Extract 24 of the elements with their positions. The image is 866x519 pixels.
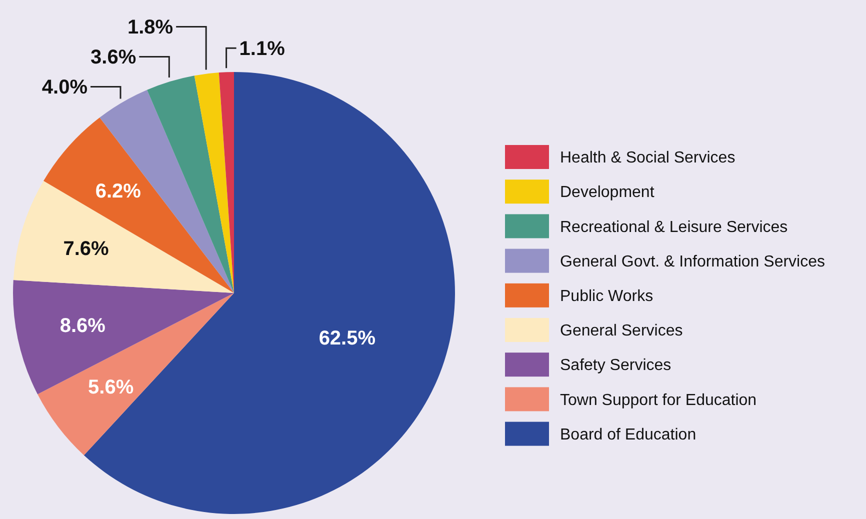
- legend-label: Safety Services: [560, 357, 672, 374]
- pie-slice: [38, 293, 234, 456]
- pie-slice: [13, 180, 234, 293]
- data-label: 62.5%: [318, 327, 376, 350]
- legend-label: Public Works: [560, 288, 654, 305]
- legend-label: Recreational & Leisure Services: [560, 218, 788, 236]
- data-label: 8.6%: [60, 315, 106, 338]
- data-label: 1.8%: [127, 16, 174, 39]
- legend-label: General Govt. & Information Services: [560, 253, 825, 270]
- legend-label: Board of Education: [560, 426, 696, 444]
- pie-slice: [13, 280, 234, 394]
- legend-label: Town Support for Education: [560, 392, 757, 409]
- legend-label: General Services: [560, 322, 683, 340]
- pie-slice: [147, 76, 234, 293]
- data-label: 5.6%: [88, 376, 134, 399]
- pie-slice: [44, 117, 234, 293]
- legend-label: Health & Social Services: [560, 150, 736, 167]
- data-label: 3.6%: [90, 46, 136, 69]
- legend-label: Development: [560, 184, 655, 202]
- data-label: 1.1%: [239, 38, 286, 60]
- data-label: 4.0%: [42, 76, 88, 99]
- data-label: 6.2%: [95, 180, 142, 202]
- pie-slice: [194, 72, 234, 293]
- data-label: 7.6%: [63, 238, 110, 260]
